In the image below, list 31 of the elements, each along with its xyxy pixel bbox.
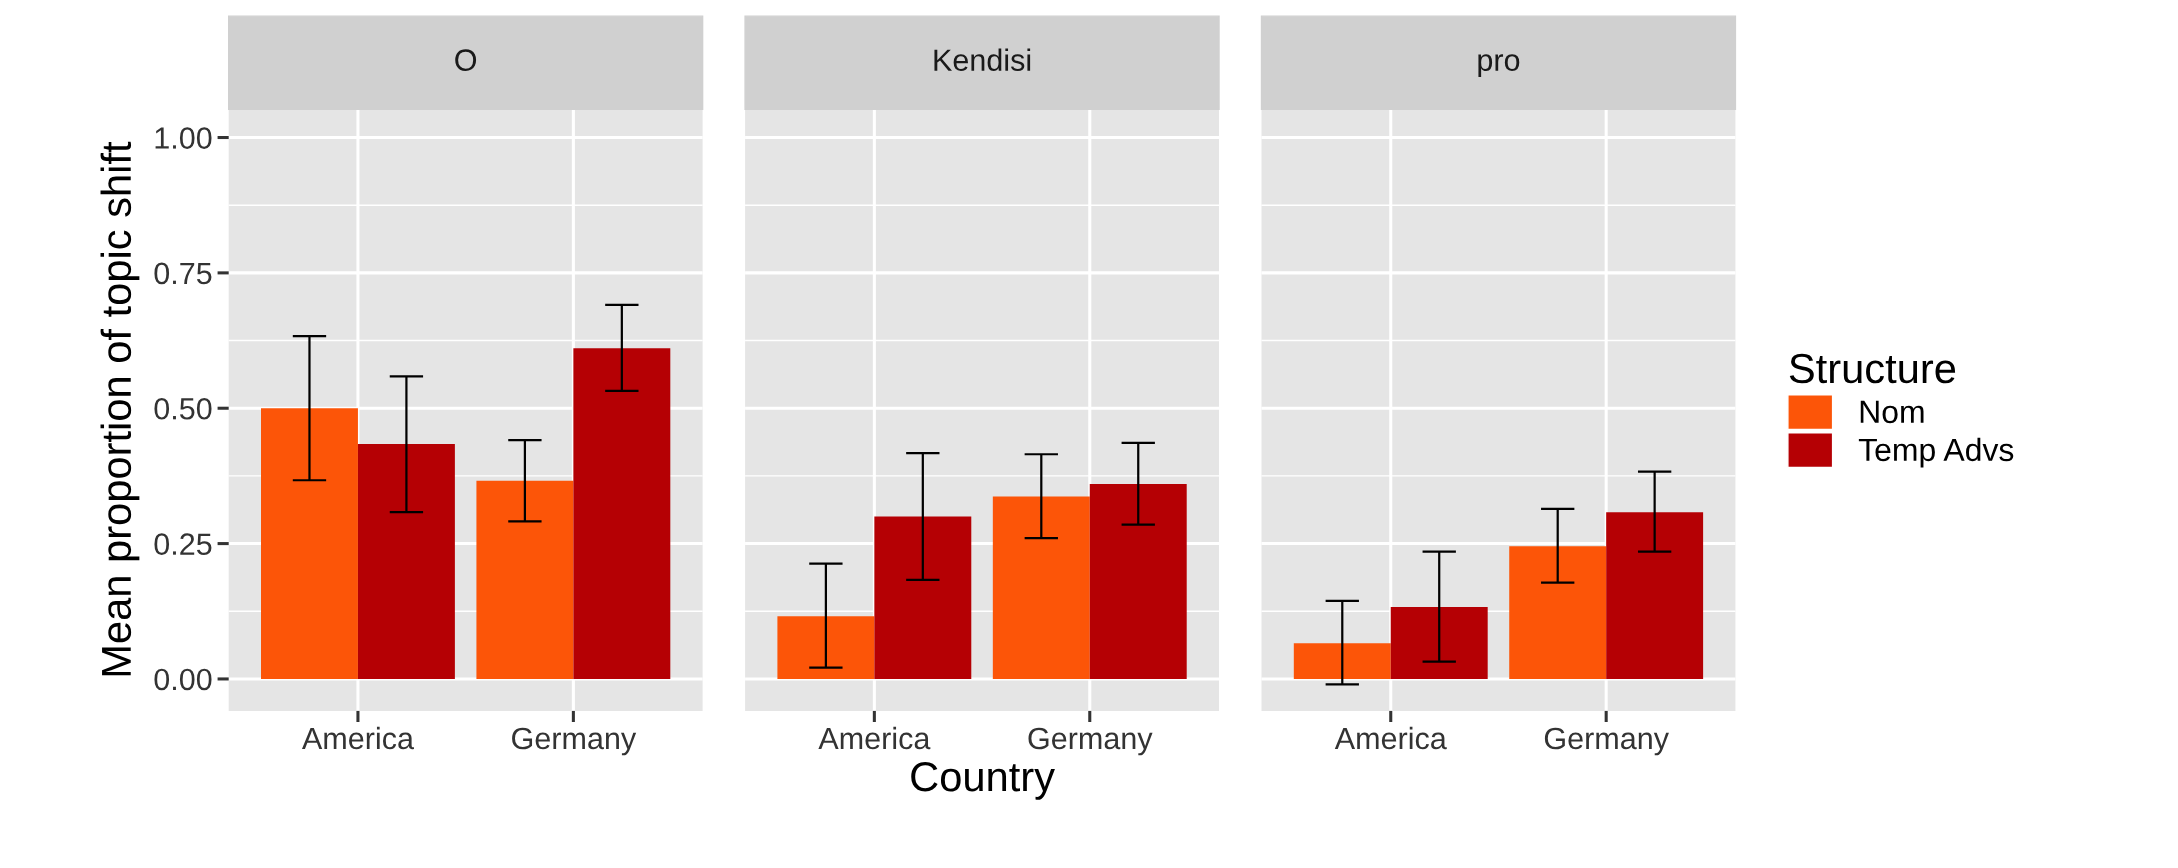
bar <box>476 480 574 679</box>
bar <box>1509 546 1607 679</box>
bar <box>1390 606 1488 679</box>
chart-title: O <box>455 49 477 71</box>
y-tick-label: 0.00 <box>154 668 212 691</box>
chart-title: Kendisi <box>934 48 1031 71</box>
legend-title: Structure <box>1789 353 1956 384</box>
x-axis-title: Country <box>911 762 1055 800</box>
bar <box>1606 512 1704 679</box>
x-tick-label: America <box>301 726 414 750</box>
bar <box>777 616 875 679</box>
bar <box>261 408 358 679</box>
y-tick-label: 0.25 <box>154 533 212 555</box>
bar <box>874 516 972 679</box>
y-tick-label: 1.00 <box>155 127 212 149</box>
x-tick-label: Germany <box>512 727 637 756</box>
y-axis-title: Mean proportion of topic shift <box>100 141 140 676</box>
bar <box>1293 643 1391 679</box>
bar <box>992 496 1090 679</box>
bar <box>357 443 455 679</box>
legend-label: Temp Advs <box>1858 437 2014 468</box>
y-tick-label: 0.50 <box>154 397 212 420</box>
bar <box>573 348 671 679</box>
bar <box>1089 484 1187 679</box>
x-tick-label: America <box>818 726 931 750</box>
chart-title: pro <box>1478 54 1520 77</box>
x-tick-label: America <box>1334 726 1447 750</box>
x-tick-label: Germany <box>1028 727 1153 756</box>
legend-label: Nom <box>1860 400 1924 424</box>
x-tick-label: Germany <box>1544 727 1669 756</box>
y-tick-label: 0.75 <box>154 262 212 285</box>
